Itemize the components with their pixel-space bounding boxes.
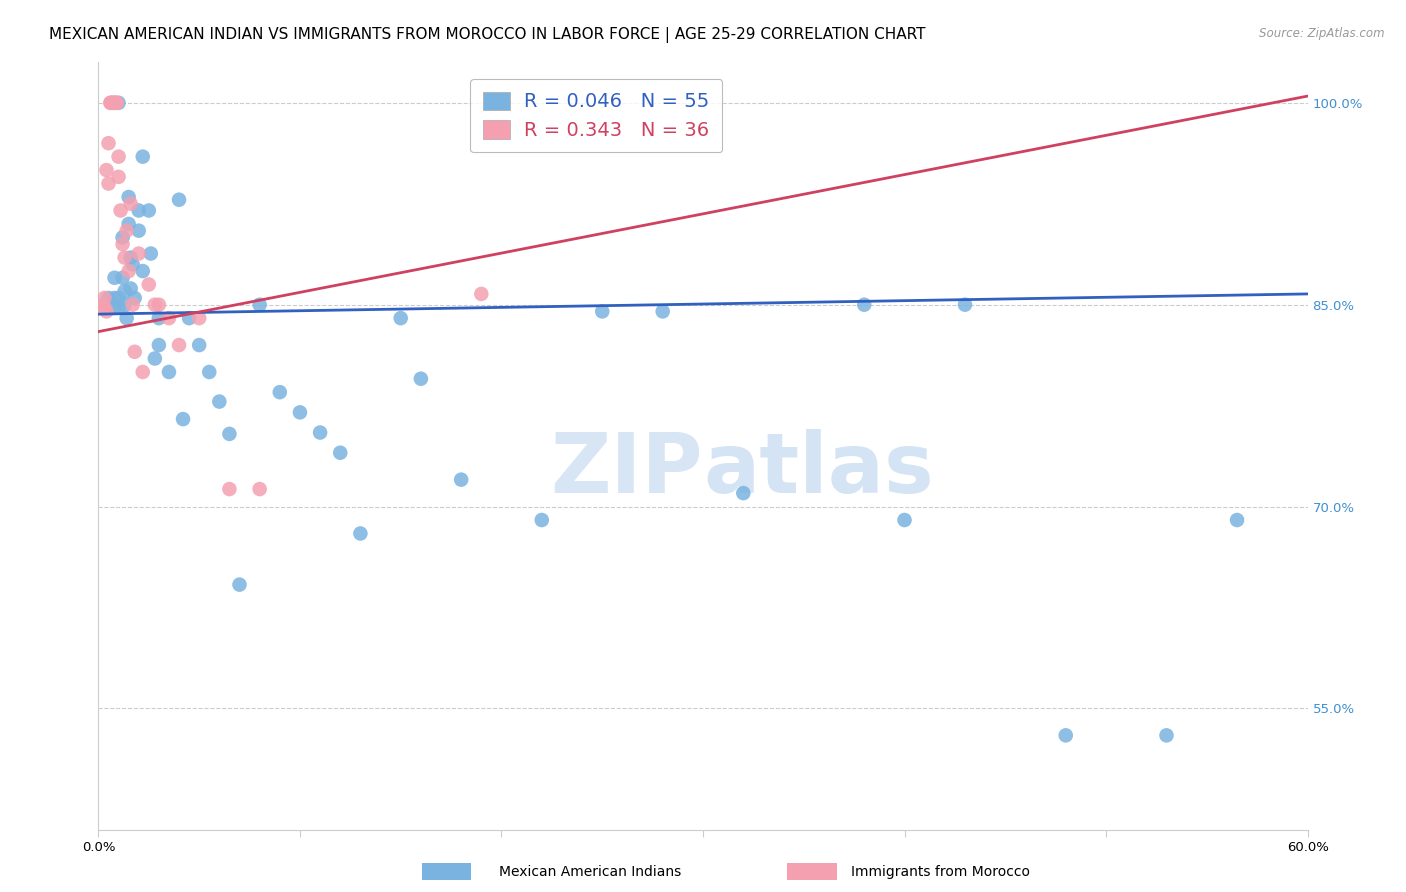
Legend: R = 0.046   N = 55, R = 0.343   N = 36: R = 0.046 N = 55, R = 0.343 N = 36 <box>470 79 723 153</box>
Point <box>118 264 141 278</box>
Point <box>167 338 190 352</box>
Point <box>118 190 141 204</box>
Point <box>138 277 160 292</box>
Point <box>93 301 115 315</box>
Point <box>409 372 432 386</box>
Point <box>893 513 915 527</box>
Point <box>111 230 134 244</box>
Point <box>148 338 170 352</box>
Point <box>105 95 128 110</box>
Point <box>157 311 180 326</box>
Point <box>157 365 180 379</box>
Point <box>249 298 271 312</box>
Point <box>1156 728 1178 742</box>
Point <box>100 95 122 110</box>
Point <box>139 246 162 260</box>
Point <box>97 177 120 191</box>
Text: atlas: atlas <box>703 428 934 509</box>
Text: Mexican American Indians: Mexican American Indians <box>499 865 682 880</box>
Point <box>651 304 673 318</box>
Point <box>110 203 132 218</box>
Point <box>103 291 125 305</box>
Point <box>101 95 124 110</box>
Point <box>111 270 134 285</box>
Point <box>120 281 142 295</box>
Point <box>309 425 332 440</box>
Point <box>103 95 125 110</box>
Point <box>218 426 240 441</box>
Point <box>138 203 160 218</box>
Point <box>450 473 472 487</box>
Point <box>114 284 136 298</box>
Point <box>148 298 170 312</box>
Point <box>97 136 120 151</box>
Point <box>107 95 129 110</box>
Point <box>349 526 371 541</box>
Point <box>218 482 240 496</box>
Point <box>91 298 114 312</box>
Point <box>115 224 138 238</box>
Point <box>97 291 120 305</box>
Point <box>329 446 352 460</box>
Point <box>733 486 755 500</box>
Point <box>132 264 155 278</box>
Point <box>128 224 150 238</box>
Point <box>107 169 129 184</box>
Point <box>93 291 115 305</box>
Point <box>853 298 876 312</box>
Point <box>1226 513 1249 527</box>
Point <box>172 412 194 426</box>
Point <box>100 95 122 110</box>
Point <box>124 344 146 359</box>
Point <box>389 311 412 326</box>
Point <box>103 270 125 285</box>
Point <box>120 251 142 265</box>
Point <box>96 163 118 178</box>
Point <box>121 298 143 312</box>
Point <box>132 365 155 379</box>
Text: Source: ZipAtlas.com: Source: ZipAtlas.com <box>1260 27 1385 40</box>
Point <box>591 304 613 318</box>
Point <box>179 311 201 326</box>
Point <box>96 304 118 318</box>
Point <box>101 95 124 110</box>
Text: ZIP: ZIP <box>551 428 703 509</box>
Point <box>128 203 150 218</box>
Point <box>143 298 166 312</box>
Point <box>143 351 166 366</box>
Point <box>208 394 231 409</box>
Point <box>121 257 143 271</box>
Point <box>188 311 211 326</box>
Point <box>269 385 291 400</box>
Point <box>120 196 142 211</box>
Point <box>198 365 221 379</box>
Point <box>111 237 134 252</box>
Point <box>103 95 125 110</box>
Point <box>105 95 128 110</box>
Point <box>115 311 138 326</box>
Text: Immigrants from Morocco: Immigrants from Morocco <box>851 865 1029 880</box>
Point <box>132 150 155 164</box>
Point <box>188 338 211 352</box>
Point <box>167 193 190 207</box>
Point <box>148 311 170 326</box>
Point <box>114 298 136 312</box>
Point <box>470 287 492 301</box>
Point <box>118 217 141 231</box>
Point <box>107 150 129 164</box>
Point <box>124 291 146 305</box>
Point <box>103 301 125 315</box>
Point <box>249 482 271 496</box>
Point <box>114 251 136 265</box>
Point <box>107 301 129 315</box>
Point <box>288 405 311 419</box>
Text: MEXICAN AMERICAN INDIAN VS IMMIGRANTS FROM MOROCCO IN LABOR FORCE | AGE 25-29 CO: MEXICAN AMERICAN INDIAN VS IMMIGRANTS FR… <box>49 27 925 43</box>
Point <box>530 513 553 527</box>
Point <box>1054 728 1077 742</box>
Point <box>953 298 976 312</box>
Point <box>128 246 150 260</box>
Point <box>107 291 129 305</box>
Point <box>228 577 250 591</box>
